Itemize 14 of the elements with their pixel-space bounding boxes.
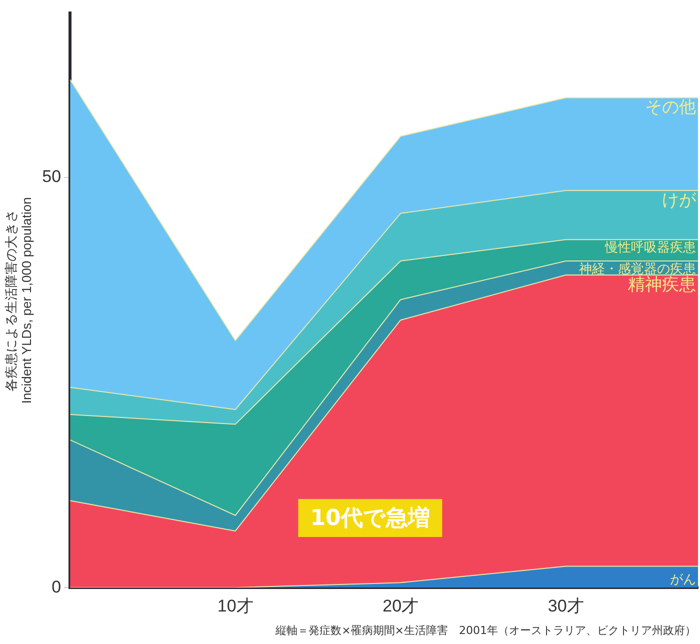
y-axis-title: 各疾患による生活障害の大きさ Incident YLDs, per 1,000 population	[3, 197, 34, 404]
series-label: けが	[662, 190, 697, 210]
x-tick-label: 10才	[217, 596, 254, 616]
y-tick-label: 0	[52, 577, 62, 596]
series-label: 精神疾患	[628, 274, 696, 295]
series-label: 神経・感覚器の疾患	[579, 262, 696, 277]
x-tick-label: 20才	[382, 596, 419, 616]
x-tick-label: 30才	[548, 596, 584, 616]
series-label: がん	[670, 572, 696, 588]
annotation: 10代で急増	[298, 499, 442, 537]
y-tick-label: 50	[42, 167, 62, 186]
text: 縦軸＝発症数×罹病期間×生活障害 2001年（オーストラリア、ビクトリア州政府）	[276, 623, 696, 638]
series-label: 慢性呼吸器疾患	[604, 240, 696, 256]
series-label: その他	[645, 98, 696, 118]
